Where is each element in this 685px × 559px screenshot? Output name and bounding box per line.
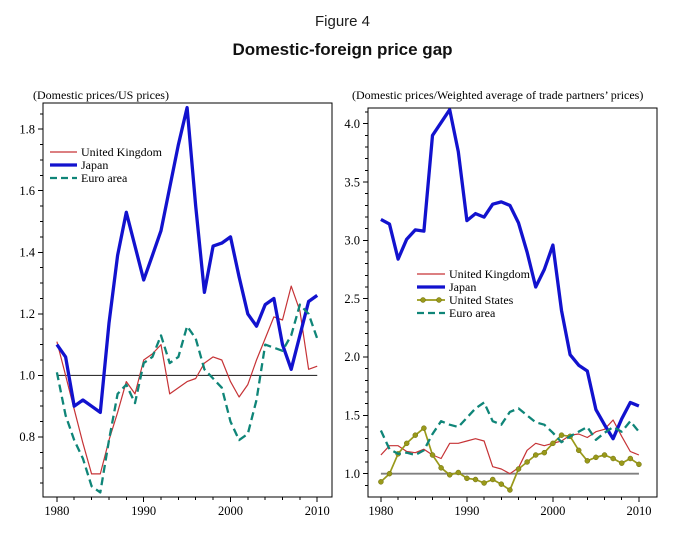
series-marker-united-states [636, 461, 642, 468]
series-marker-united-states [403, 440, 410, 447]
left-chart: 0.8 1.0 1.2 1.4 1.6 1.8 1980 1990 2000 2010 United… [19, 102, 333, 518]
series-marker-united-states [575, 447, 582, 454]
series-line-euro-area [379, 401, 640, 457]
legend-label-united-states: United States [449, 293, 514, 307]
series-marker-united-states [412, 432, 419, 438]
y-tick-label: 1.6 [19, 184, 35, 198]
y-tick-label: 1.0 [19, 369, 35, 383]
page-title: Domestic-foreign price gap [232, 40, 453, 59]
figure-number: Figure 4 [314, 13, 371, 30]
series-marker-united-states [627, 455, 634, 462]
x-tick-label: 2010 [626, 504, 651, 518]
plot-frame [42, 102, 333, 498]
series-marker-united-states [601, 452, 608, 458]
left-chart-axis-caption: (Domestic prices/US prices) [33, 88, 169, 102]
y-tick-label: 1.5 [344, 409, 360, 423]
price-gap-charts: 0.8 1.0 1.2 1.4 1.6 1.8 1980 1990 2000 2010 United… [19, 102, 658, 518]
series-marker-united-states [429, 452, 436, 458]
series-marker-united-states [498, 481, 505, 487]
series-marker-united-states [438, 465, 444, 471]
series-marker-united-states [584, 458, 591, 464]
y-tick-label: 1.8 [19, 122, 35, 136]
series-marker-united-states [472, 476, 479, 483]
y-tick-label: 1.0 [344, 467, 360, 481]
series-marker-united-states [550, 440, 556, 447]
y-tick-label: 2.5 [344, 292, 360, 306]
right-chart: 1.0 1.5 2.0 2.5 3.0 3.5 4.0 1980 1990 2000 2010 Uni… [344, 107, 658, 518]
series-marker-united-states [378, 479, 384, 485]
series-marker-united-states [532, 452, 539, 458]
series-marker-united-states [507, 487, 513, 493]
x-tick-label: 1990 [131, 504, 156, 518]
series-marker-united-states [421, 425, 427, 431]
legend-label-euro-area: Euro area [449, 306, 496, 320]
legend-label-euro-area: Euro area [81, 171, 128, 185]
x-tick-label: 2000 [218, 504, 243, 518]
series-marker-united-states [455, 469, 462, 476]
y-tick-label: 3.5 [344, 175, 360, 189]
legend-label-united-kingdom: United Kingdom [449, 267, 531, 281]
series-marker-united-states [618, 460, 625, 466]
series-line-japan [55, 105, 319, 415]
x-tick-label: 1980 [368, 504, 393, 518]
right-chart-axis-caption: (Domestic prices/Weighted average of tra… [352, 88, 644, 102]
y-tick-label: 1.2 [19, 307, 35, 321]
legend-label-japan: Japan [81, 158, 108, 172]
series-marker-united-states [464, 475, 470, 482]
y-tick-label: 2.0 [344, 350, 360, 364]
series-line-united-kingdom [380, 419, 640, 475]
series-marker-united-states [593, 454, 599, 461]
x-tick-label: 1990 [454, 504, 479, 518]
series-line-united-kingdom [56, 285, 318, 475]
series-marker-united-states [558, 432, 565, 438]
x-tick-label: 2000 [540, 504, 565, 518]
series-marker-united-states [489, 476, 496, 483]
series-marker-united-states [386, 470, 393, 477]
legend-label-japan: Japan [449, 280, 476, 294]
series-marker-united-states [610, 455, 616, 462]
x-tick-label: 1980 [44, 504, 69, 518]
series-marker-united-states [524, 459, 530, 465]
series-line-japan [380, 108, 640, 441]
y-tick-label: 0.8 [19, 430, 35, 444]
y-tick-label: 4.0 [344, 117, 360, 131]
y-tick-label: 3.0 [344, 234, 360, 248]
legend-marker-united-states [436, 297, 442, 303]
series-marker-united-states [541, 449, 548, 456]
series-marker-united-states [515, 466, 522, 472]
plot-frame [367, 107, 658, 498]
y-tick-label: 1.4 [19, 245, 35, 259]
x-tick-label: 2010 [305, 504, 330, 518]
legend-marker-united-states [420, 297, 426, 303]
series-marker-united-states [481, 480, 487, 486]
series-marker-united-states [446, 472, 453, 478]
legend-label-united-kingdom: United Kingdom [81, 145, 163, 159]
series-line-euro-area [55, 303, 319, 494]
